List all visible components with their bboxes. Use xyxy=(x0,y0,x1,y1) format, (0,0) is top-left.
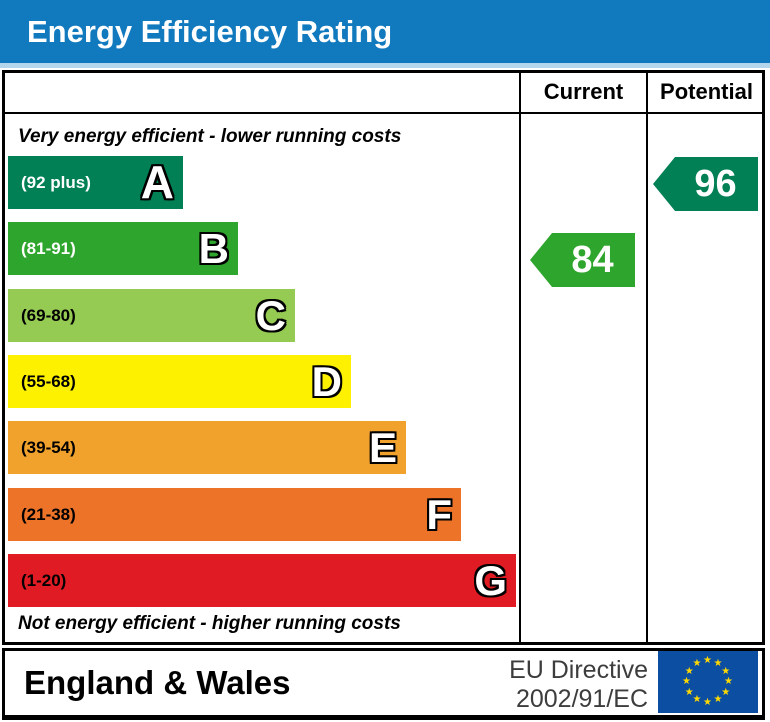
band-a-letter: A xyxy=(140,156,174,208)
eu-directive-label: EU Directive 2002/91/EC xyxy=(509,656,648,714)
bottom-note: Not energy efficient - higher running co… xyxy=(18,613,401,634)
column-header-current: Current xyxy=(543,79,624,104)
band-c-letter: C xyxy=(255,292,286,339)
column-divider-current xyxy=(519,70,521,645)
band-g-letter: G xyxy=(474,557,507,604)
eu-flag-star: ★ xyxy=(713,657,723,669)
band-b: (81-91) B xyxy=(8,222,238,275)
footer-frame xyxy=(2,648,765,720)
band-d-range: (55-68) xyxy=(21,372,76,391)
eu-flag-star: ★ xyxy=(721,665,731,677)
eu-flag: ★ ★ ★ ★ ★ ★ ★ ★ ★ ★ ★ ★ xyxy=(658,651,758,713)
eu-flag-star: ★ xyxy=(692,657,702,669)
column-header-potential: Potential xyxy=(660,79,753,104)
footer-region-label: England & Wales xyxy=(24,664,291,701)
page-title: Energy Efficiency Rating xyxy=(0,0,770,63)
eu-flag-star: ★ xyxy=(724,676,733,687)
eu-flag-star: ★ xyxy=(703,655,712,666)
band-f-letter: F xyxy=(426,491,452,538)
eu-flag-star: ★ xyxy=(682,676,691,687)
band-e-letter: E xyxy=(368,424,397,471)
header-underline xyxy=(2,112,765,114)
eu-directive-line1: EU Directive xyxy=(509,656,648,684)
column-divider-potential xyxy=(646,70,648,645)
band-g: (1-20) G xyxy=(8,554,516,607)
eu-flag-star: ★ xyxy=(721,686,731,698)
band-a-range: (92 plus) xyxy=(21,173,91,192)
band-f-range: (21-38) xyxy=(21,505,76,524)
band-g-range: (1-20) xyxy=(21,571,67,590)
eu-flag-star: ★ xyxy=(692,694,702,706)
band-c: (69-80) C xyxy=(8,289,295,342)
band-d-letter: D xyxy=(311,358,342,405)
current-rating-arrow: 84 xyxy=(530,233,635,287)
potential-rating-arrow: 96 xyxy=(653,157,758,211)
title-accent-strip xyxy=(0,63,770,68)
eu-flag-star: ★ xyxy=(703,697,712,708)
top-note: Very energy efficient - lower running co… xyxy=(18,126,402,147)
band-e-range: (39-54) xyxy=(21,438,76,457)
eu-directive-line2: 2002/91/EC xyxy=(515,685,648,713)
eu-flag-star: ★ xyxy=(713,694,723,706)
band-b-letter: B xyxy=(198,225,229,272)
eu-flag-star: ★ xyxy=(684,686,694,698)
band-a: (92 plus) A xyxy=(8,156,183,209)
band-d: (55-68) D xyxy=(8,355,351,408)
eu-flag-star: ★ xyxy=(684,665,694,677)
band-f: (21-38) F xyxy=(8,488,461,541)
band-e: (39-54) E xyxy=(8,421,406,474)
band-b-range: (81-91) xyxy=(21,239,76,258)
band-c-range: (69-80) xyxy=(21,306,76,325)
